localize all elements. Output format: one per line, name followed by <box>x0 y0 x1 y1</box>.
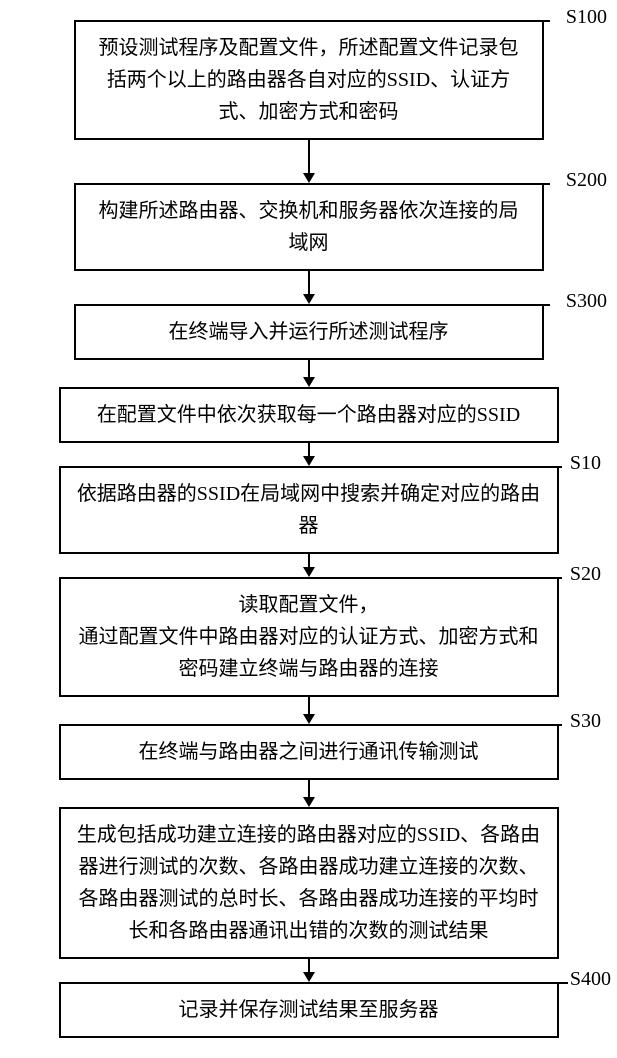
arrow-line <box>308 140 310 174</box>
flow-step: 记录并保存测试结果至服务器S400 <box>10 982 607 1038</box>
step-label: S200 <box>566 169 607 192</box>
lead-line <box>468 183 550 185</box>
step-label: S100 <box>566 6 607 29</box>
lead-line <box>490 466 562 468</box>
arrow-line <box>308 554 310 568</box>
arrow-line <box>308 443 310 457</box>
flow-step: 在配置文件中依次获取每一个路由器对应的SSID <box>10 387 607 443</box>
arrow-head-icon <box>303 797 315 807</box>
arrow-head-icon <box>303 377 315 387</box>
step-box: 预设测试程序及配置文件，所述配置文件记录包括两个以上的路由器各自对应的SSID、… <box>74 20 544 140</box>
step-box: 在配置文件中依次获取每一个路由器对应的SSID <box>59 387 559 443</box>
step-box: 在终端与路由器之间进行通讯传输测试 <box>59 724 559 780</box>
lead-line <box>468 304 550 306</box>
arrow-connector <box>303 271 315 304</box>
step-box: 读取配置文件，通过配置文件中路由器对应的认证方式、加密方式和密码建立终端与路由器… <box>59 577 559 697</box>
flow-step: 依据路由器的SSID在局域网中搜索并确定对应的路由器S10 <box>10 466 607 554</box>
arrow-line <box>308 271 310 295</box>
lead-line <box>490 982 568 984</box>
step-box: 记录并保存测试结果至服务器 <box>59 982 559 1038</box>
arrow-connector <box>303 959 315 982</box>
arrow-connector <box>303 554 315 577</box>
arrow-head-icon <box>303 714 315 724</box>
step-box: 生成包括成功建立连接的路由器对应的SSID、各路由器进行测试的次数、各路由器成功… <box>59 807 559 959</box>
arrow-head-icon <box>303 567 315 577</box>
arrow-line <box>308 959 310 973</box>
step-box: 构建所述路由器、交换机和服务器依次连接的局域网 <box>74 183 544 271</box>
step-box: 在终端导入并运行所述测试程序 <box>74 304 544 360</box>
arrow-connector <box>303 697 315 724</box>
arrow-head-icon <box>303 972 315 982</box>
arrow-connector <box>303 443 315 466</box>
flow-step: 构建所述路由器、交换机和服务器依次连接的局域网S200 <box>10 183 607 271</box>
flow-step: 在终端导入并运行所述测试程序S300 <box>10 304 607 360</box>
step-label: S10 <box>570 452 601 475</box>
lead-line <box>490 724 562 726</box>
arrow-connector <box>303 780 315 807</box>
step-label: S400 <box>570 968 611 991</box>
step-label: S20 <box>570 563 601 586</box>
arrow-head-icon <box>303 173 315 183</box>
flow-step: 读取配置文件，通过配置文件中路由器对应的认证方式、加密方式和密码建立终端与路由器… <box>10 577 607 697</box>
step-box: 依据路由器的SSID在局域网中搜索并确定对应的路由器 <box>59 466 559 554</box>
flow-step: 生成包括成功建立连接的路由器对应的SSID、各路由器进行测试的次数、各路由器成功… <box>10 807 607 959</box>
arrow-line <box>308 360 310 378</box>
arrow-head-icon <box>303 456 315 466</box>
flow-step: 预设测试程序及配置文件，所述配置文件记录包括两个以上的路由器各自对应的SSID、… <box>10 20 607 140</box>
arrow-line <box>308 697 310 715</box>
arrow-head-icon <box>303 294 315 304</box>
arrow-connector <box>303 360 315 387</box>
lead-line <box>468 20 550 22</box>
flowchart-container: 预设测试程序及配置文件，所述配置文件记录包括两个以上的路由器各自对应的SSID、… <box>10 20 607 1038</box>
lead-line <box>490 577 562 579</box>
step-label: S300 <box>566 290 607 313</box>
arrow-connector <box>303 140 315 183</box>
flow-step: 在终端与路由器之间进行通讯传输测试S30 <box>10 724 607 780</box>
step-label: S30 <box>570 710 601 733</box>
arrow-line <box>308 780 310 798</box>
